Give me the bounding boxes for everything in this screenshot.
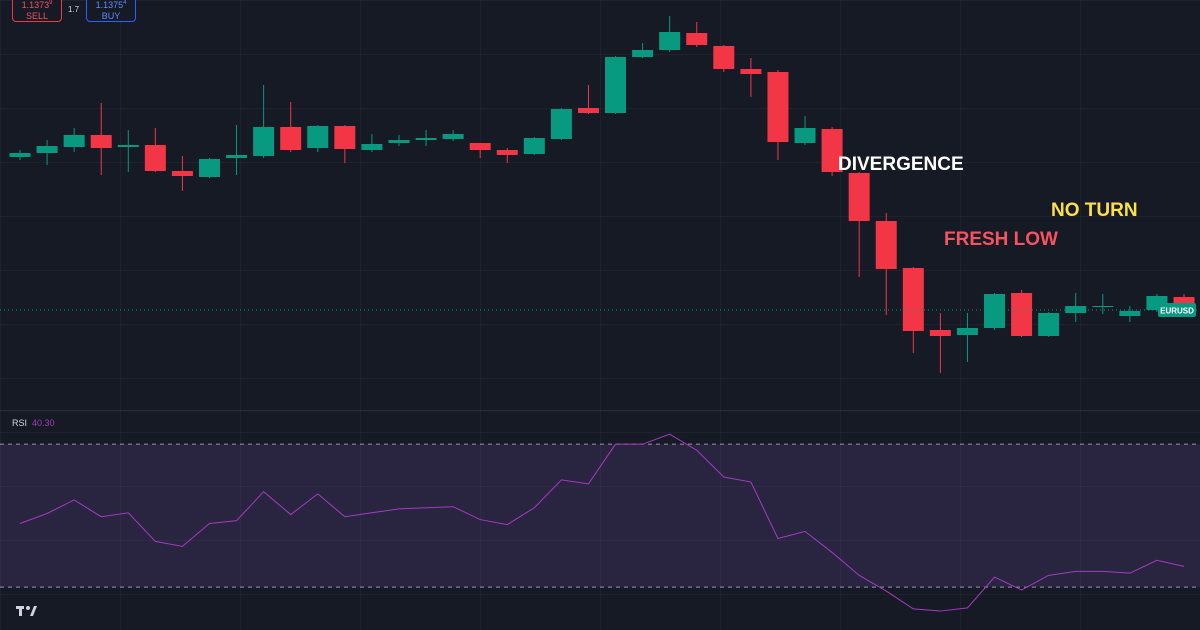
annotation: NO TURN — [1051, 200, 1138, 221]
sell-button[interactable]: 1.13739 SELL — [12, 0, 62, 22]
candle-body — [984, 294, 1006, 328]
candle-body — [1011, 293, 1033, 336]
symbol-tag: EURUSD — [1160, 307, 1194, 316]
candle-body — [496, 150, 518, 155]
candle-body — [361, 144, 383, 150]
candle-body — [253, 127, 275, 156]
buy-label: BUY — [101, 11, 121, 21]
candle-body — [1065, 306, 1087, 313]
candle-body — [956, 328, 978, 335]
candle-body — [307, 126, 329, 148]
candle-body — [821, 129, 843, 172]
symbol-tag-bg — [1158, 303, 1196, 317]
annotation: DIVERGENCE — [838, 154, 964, 175]
buy-price: 1.13754 — [87, 0, 135, 11]
indicator-value: 40.30 — [32, 418, 55, 428]
candle-body — [171, 171, 193, 176]
candle-body — [415, 138, 437, 140]
candle-body — [9, 153, 31, 157]
tv-logo — [16, 606, 37, 616]
level-band — [0, 444, 1200, 588]
candle-body — [902, 268, 924, 331]
candle-body — [280, 127, 302, 150]
candle-body — [334, 126, 356, 149]
candle-body — [550, 109, 572, 139]
candle-body — [740, 69, 762, 74]
price: 1.1373 — [21, 0, 50, 10]
rsi-line — [19, 433, 1185, 612]
candle-body — [929, 330, 951, 336]
candle-body — [523, 138, 545, 154]
candle-body — [1119, 311, 1141, 316]
candle-body — [469, 143, 491, 150]
candle-body — [388, 140, 410, 143]
candle-body — [144, 145, 166, 171]
candle-body — [875, 221, 897, 269]
candle-body — [36, 146, 58, 153]
candle-body — [767, 72, 789, 142]
candle-body — [198, 159, 220, 177]
candle-body — [63, 135, 85, 147]
candle-body — [794, 128, 816, 143]
candle-body — [577, 108, 599, 113]
candle-body — [605, 57, 627, 113]
candle-body — [632, 50, 654, 57]
pip: 4 — [123, 0, 127, 6]
candle-body — [713, 46, 735, 69]
candle-body — [686, 33, 708, 45]
candle-body — [1092, 306, 1114, 307]
buy-button[interactable]: 1.13754 BUY — [86, 0, 136, 22]
candle-body — [90, 135, 112, 148]
candle-body — [848, 173, 870, 221]
annotation: FRESH LOW — [944, 229, 1058, 250]
candle-body — [659, 32, 681, 50]
price: 1.1375 — [95, 0, 124, 10]
sell-price: 1.13739 — [13, 0, 61, 11]
candle-body — [117, 145, 139, 147]
pip: 9 — [49, 0, 53, 6]
sell-label: SELL — [25, 11, 49, 21]
indicator-title: RSI — [12, 418, 27, 428]
candle-body — [226, 155, 248, 158]
spread: 1.7 — [68, 5, 80, 14]
candle-body — [1038, 313, 1060, 336]
candle-body — [442, 134, 464, 139]
